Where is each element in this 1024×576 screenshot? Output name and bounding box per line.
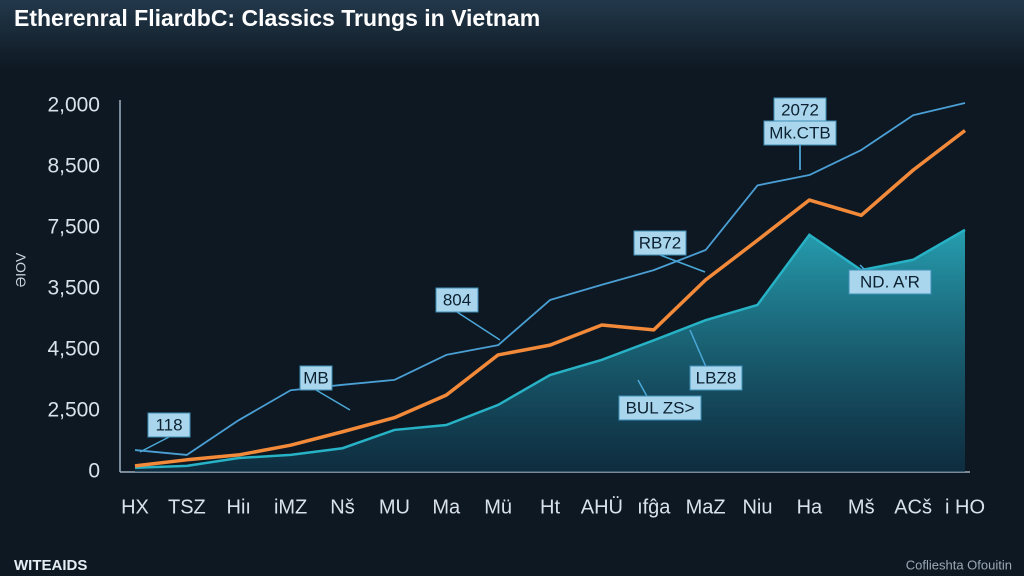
x-tick-label: ıfĝa <box>637 496 671 518</box>
y-axis-title: ƏIOV <box>13 252 29 287</box>
annotation-box <box>147 412 191 438</box>
y-tick-label: 3,500 <box>47 277 100 300</box>
annotation: BUL ZS> <box>626 398 695 417</box>
annotation-leader <box>139 436 170 453</box>
x-tick-label: i HO <box>945 496 985 518</box>
annotation-box <box>299 365 333 391</box>
annotation-box <box>848 269 932 295</box>
x-tick-label: Mü <box>484 496 512 518</box>
x-tick-label: Mš <box>848 496 875 518</box>
x-tick-label: Hiı <box>227 496 251 518</box>
annotation-box <box>435 287 479 313</box>
annotation-leader <box>315 389 351 411</box>
area <box>135 229 965 472</box>
line <box>134 102 966 456</box>
x-tick-label: iMZ <box>274 496 307 518</box>
annotation: RB72 <box>639 233 682 252</box>
y-tick-label: 2,500 <box>47 399 100 422</box>
x-tick-label: HX <box>121 496 149 518</box>
area-edge <box>134 228 966 469</box>
annotation: 804 <box>443 290 471 309</box>
x-tick-label: Ma <box>432 496 461 518</box>
annotation-leader <box>659 254 706 273</box>
annotation: LBZ8 <box>696 368 737 387</box>
x-tick-label: TSZ <box>168 496 206 518</box>
x-tick-label: ACš <box>894 496 932 518</box>
y-tick-label: 2,000 <box>47 94 100 117</box>
x-tick-label: MU <box>379 496 410 518</box>
footer-right: Coflieshta Ofouitin <box>906 557 1012 572</box>
annotation-box <box>618 395 702 421</box>
annotation-box <box>763 120 837 146</box>
annotation: 118 <box>155 415 182 434</box>
x-tick-label: Ha <box>797 496 823 518</box>
annotation-box <box>689 365 743 391</box>
annotation: 2072 <box>781 100 819 119</box>
x-tick-label: AHÜ <box>581 496 623 518</box>
x-tick-label: Nš <box>330 496 354 518</box>
annotation: Mk.CTB <box>769 123 830 142</box>
annotation-leader <box>456 311 501 341</box>
footer-left: WITEAIDS <box>14 557 87 574</box>
x-tick-label: MaZ <box>686 496 726 518</box>
header-band <box>0 0 1024 70</box>
y-tick-label: 8,500 <box>47 155 100 178</box>
annotation-box <box>633 230 687 256</box>
annotation: ND. A'R <box>860 272 920 291</box>
x-tick-label: Ht <box>540 496 560 518</box>
y-tick-label: 4,500 <box>47 338 100 361</box>
chart-title: Etherenral FliardbC: Classics Trungs in … <box>14 5 540 31</box>
y-tick-label: 7,500 <box>47 216 100 239</box>
line <box>134 129 967 468</box>
y-tick-label: 0 <box>88 460 100 483</box>
annotation: MB <box>303 368 329 387</box>
x-tick-label: Niu <box>742 496 772 518</box>
